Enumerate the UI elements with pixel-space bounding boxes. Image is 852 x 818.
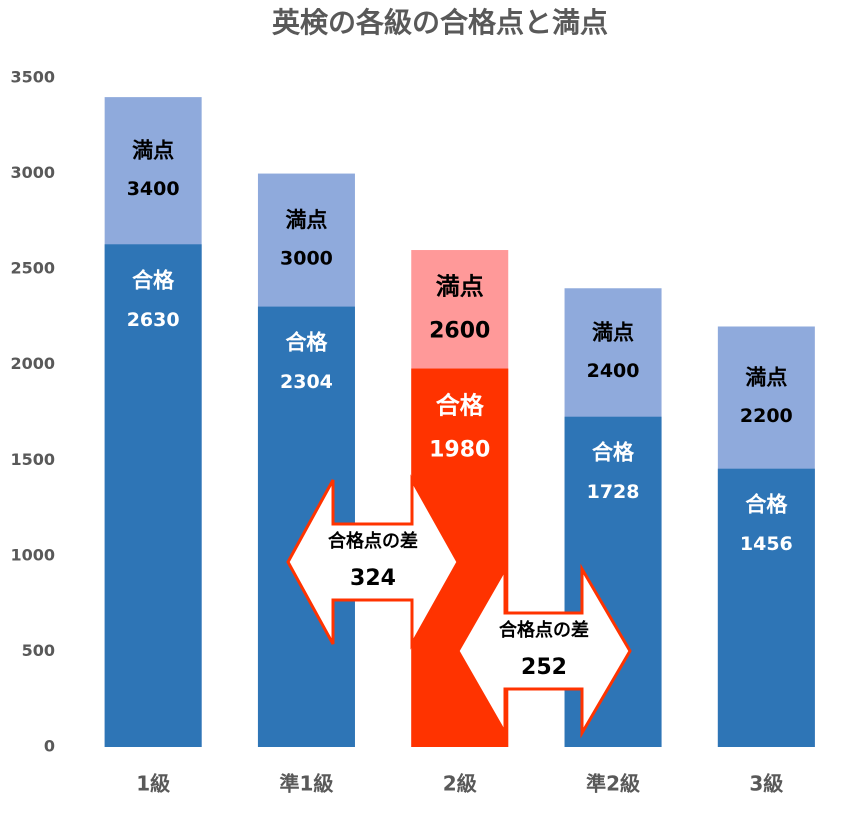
pass-label-value: 1980 bbox=[429, 438, 490, 463]
diff-arrow bbox=[456, 563, 632, 739]
annotation-text: 合格点の差 bbox=[499, 619, 589, 641]
pass-label-name: 合格 bbox=[132, 268, 175, 292]
y-tick-label: 1500 bbox=[10, 450, 55, 469]
pass-bar bbox=[564, 416, 662, 747]
diff-arrow bbox=[286, 474, 460, 650]
full-label-name: 満点 bbox=[436, 272, 484, 300]
chart-title: 英検の各級の合格点と満点 bbox=[272, 6, 608, 39]
pass-label-value: 2630 bbox=[127, 309, 180, 331]
pass-bar bbox=[717, 468, 815, 747]
y-tick-label: 2500 bbox=[10, 259, 55, 278]
y-tick-label: 1000 bbox=[10, 545, 55, 564]
full-label-name: 満点 bbox=[592, 320, 634, 344]
pass-label-value: 1456 bbox=[740, 533, 793, 555]
pass-label-name: 合格 bbox=[745, 493, 788, 517]
full-label-value: 3000 bbox=[280, 248, 333, 270]
full-label-value: 2600 bbox=[429, 318, 490, 343]
full-label-name: 満点 bbox=[745, 366, 787, 390]
y-tick-label: 2000 bbox=[10, 354, 55, 373]
x-tick-label: 3級 bbox=[749, 772, 783, 796]
pass-label-name: 合格 bbox=[436, 392, 485, 420]
full-label-value: 2200 bbox=[740, 405, 793, 427]
pass-label-name: 合格 bbox=[592, 441, 635, 465]
pass-label-name: 合格 bbox=[285, 331, 328, 355]
x-tick-label: 1級 bbox=[136, 772, 170, 796]
y-tick-label: 3500 bbox=[10, 68, 55, 87]
full-label-value: 3400 bbox=[127, 178, 180, 200]
annotation-value: 252 bbox=[521, 655, 567, 680]
pass-label-value: 2304 bbox=[280, 371, 333, 393]
y-tick-label: 3000 bbox=[10, 163, 55, 182]
full-label-value: 2400 bbox=[587, 360, 640, 382]
pass-label-value: 1728 bbox=[587, 481, 640, 503]
pass-bar bbox=[104, 244, 202, 747]
full-label-name: 満点 bbox=[132, 139, 174, 163]
x-tick-label: 準1級 bbox=[279, 772, 333, 796]
x-tick-label: 準2級 bbox=[586, 772, 640, 796]
full-label-name: 満点 bbox=[285, 208, 327, 232]
y-tick-label: 0 bbox=[44, 737, 55, 756]
annotation-text: 合格点の差 bbox=[328, 530, 418, 552]
x-tick-label: 2級 bbox=[443, 772, 477, 796]
y-tick-label: 500 bbox=[22, 641, 55, 660]
annotation-value: 324 bbox=[350, 566, 396, 591]
